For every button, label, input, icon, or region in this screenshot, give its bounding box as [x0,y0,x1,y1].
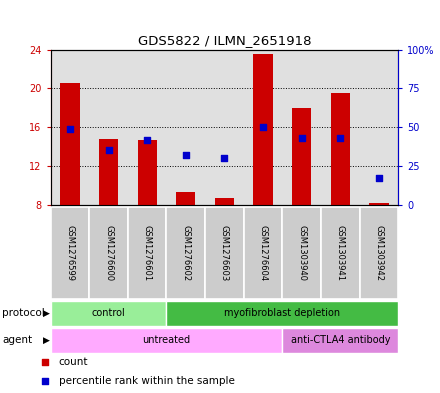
Bar [292,108,312,205]
Text: agent: agent [2,335,32,345]
Title: GDS5822 / ILMN_2651918: GDS5822 / ILMN_2651918 [138,34,311,47]
Bar [166,207,205,299]
Text: GSM1276603: GSM1276603 [220,225,229,281]
Text: count: count [59,357,88,367]
Text: GSM1276599: GSM1276599 [66,225,74,281]
Point [41,359,48,365]
Point [260,124,267,130]
Bar [128,207,166,299]
Bar [99,139,118,205]
Text: protocol: protocol [2,309,45,318]
Point [66,125,73,132]
Bar [89,207,128,299]
Bar [369,203,389,205]
Point [337,135,344,141]
Text: myofibroblast depletion: myofibroblast depletion [224,309,341,318]
Point [41,378,48,385]
Point [298,135,305,141]
Bar [359,207,398,299]
Bar [321,207,359,299]
Bar [244,207,282,299]
Text: anti-CTLA4 antibody: anti-CTLA4 antibody [290,335,390,345]
Text: ▶: ▶ [43,336,50,345]
Text: control: control [92,309,125,318]
Text: percentile rank within the sample: percentile rank within the sample [59,376,235,386]
Text: ▶: ▶ [43,309,50,318]
Bar [282,207,321,299]
Text: GSM1276601: GSM1276601 [143,225,152,281]
Text: GSM1303941: GSM1303941 [336,225,345,281]
Point [375,175,382,182]
Text: GSM1303942: GSM1303942 [374,225,383,281]
Bar [166,301,398,326]
Text: GSM1276604: GSM1276604 [259,225,268,281]
Bar [51,328,282,353]
Point [143,136,150,143]
Text: GSM1303940: GSM1303940 [297,225,306,281]
Bar [137,140,157,205]
Bar [330,93,350,205]
Bar [176,192,195,205]
Bar [51,207,89,299]
Bar [282,328,398,353]
Text: GSM1276602: GSM1276602 [181,225,190,281]
Bar [215,198,234,205]
Bar [51,301,166,326]
Text: GSM1276600: GSM1276600 [104,225,113,281]
Point [105,147,112,154]
Point [182,152,189,158]
Bar [60,83,80,205]
Bar [253,54,273,205]
Point [221,155,228,161]
Text: untreated: untreated [143,335,191,345]
Bar [205,207,244,299]
